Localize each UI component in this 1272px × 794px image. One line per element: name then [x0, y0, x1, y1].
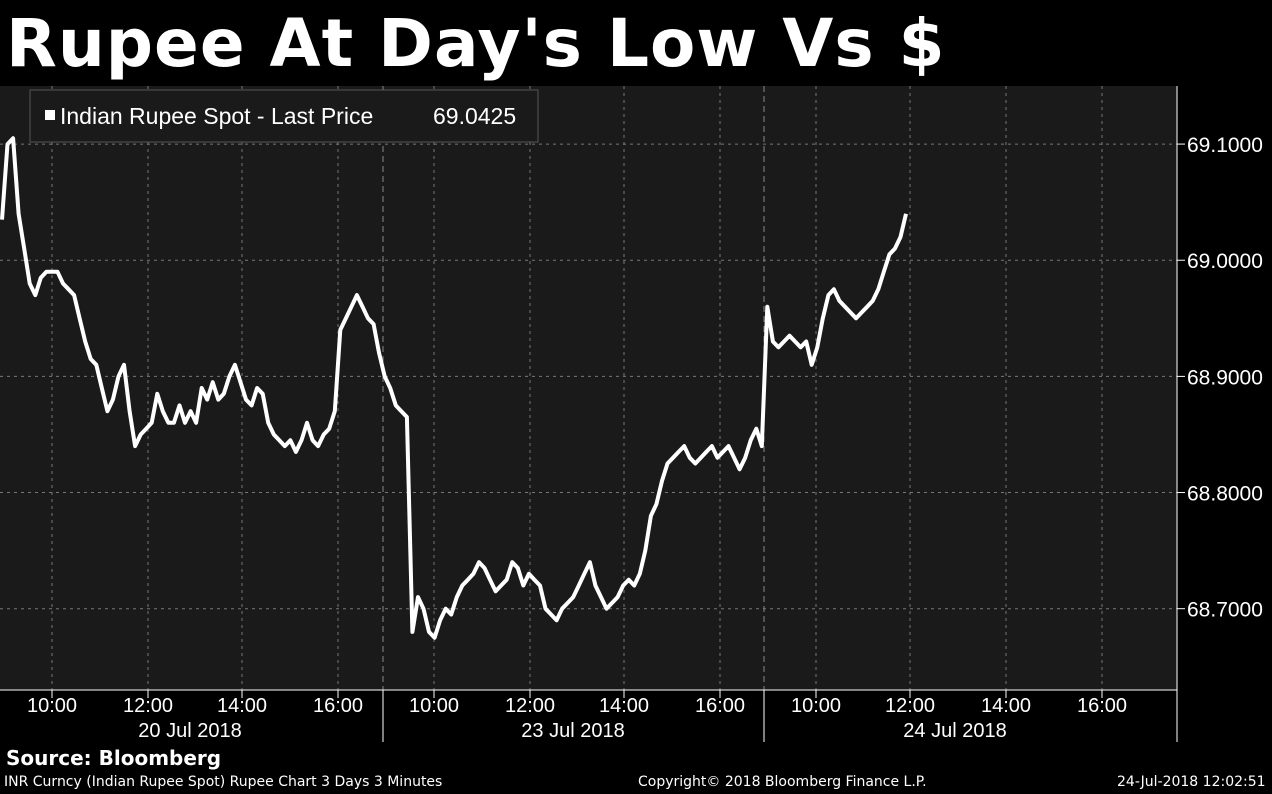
date-label: 23 Jul 2018	[521, 720, 624, 742]
x-tick-label: 12:00	[505, 695, 555, 717]
date-label: 20 Jul 2018	[138, 720, 241, 742]
footer-timestamp: 24-Jul-2018 12:02:51	[1117, 774, 1266, 790]
chart-title: Rupee At Day's Low Vs $	[6, 5, 946, 82]
x-tick-label: 14:00	[981, 695, 1031, 717]
source-label: Source: Bloomberg	[6, 746, 222, 770]
footer-ticker: INR Curncy (Indian Rupee Spot) Rupee Cha…	[4, 774, 443, 790]
footer-copyright: Copyright© 2018 Bloomberg Finance L.P.	[638, 774, 927, 790]
series-layer	[0, 136, 908, 640]
x-tick-label: 10:00	[409, 695, 459, 717]
series-line-indian-rupee-spot	[0, 136, 908, 640]
date-label: 24 Jul 2018	[903, 720, 1006, 742]
legend: Indian Rupee Spot - Last Price 69.0425	[29, 89, 539, 143]
y-axis-area	[1177, 86, 1272, 690]
x-tick-label: 14:00	[599, 695, 649, 717]
legend-label: Indian Rupee Spot - Last Price	[60, 103, 373, 129]
y-axis: 68.7000 68.8000 68.9000 69.0000 69.1000	[1176, 86, 1263, 690]
x-axis: 10:00 12:00 14:00 16:00 10:00 12:00 14:00 16:00…	[0, 689, 1178, 742]
plot-area	[0, 86, 1177, 690]
x-tick-label: 16:00	[1077, 695, 1127, 717]
legend-swatch	[45, 110, 55, 120]
x-tick-label: 10:00	[27, 695, 77, 717]
y-tick-label: 68.9000	[1187, 366, 1263, 389]
y-tick-label: 68.8000	[1187, 483, 1263, 506]
y-tick-label: 68.7000	[1187, 599, 1263, 622]
y-tick-label: 69.1000	[1187, 134, 1263, 157]
x-tick-label: 14:00	[217, 695, 267, 717]
x-tick-label: 10:00	[791, 695, 841, 717]
y-tick-label: 69.0000	[1187, 250, 1263, 273]
x-tick-label: 16:00	[313, 695, 363, 717]
x-tick-label: 12:00	[123, 695, 173, 717]
x-tick-label: 16:00	[695, 695, 745, 717]
legend-value: 69.0425	[433, 103, 516, 129]
legend-box	[29, 89, 539, 143]
x-tick-label: 12:00	[885, 695, 935, 717]
